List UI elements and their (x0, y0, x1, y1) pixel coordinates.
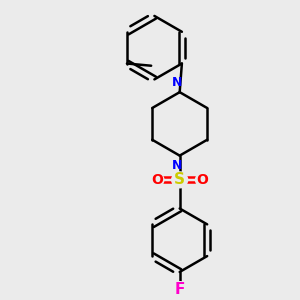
Circle shape (196, 173, 210, 187)
Text: N: N (172, 76, 183, 88)
Circle shape (150, 173, 164, 187)
Circle shape (172, 172, 188, 188)
Text: F: F (175, 282, 185, 297)
Text: O: O (197, 173, 208, 187)
Text: N: N (172, 159, 183, 172)
Circle shape (172, 282, 188, 298)
Text: S: S (174, 172, 185, 188)
Text: O: O (151, 173, 163, 187)
